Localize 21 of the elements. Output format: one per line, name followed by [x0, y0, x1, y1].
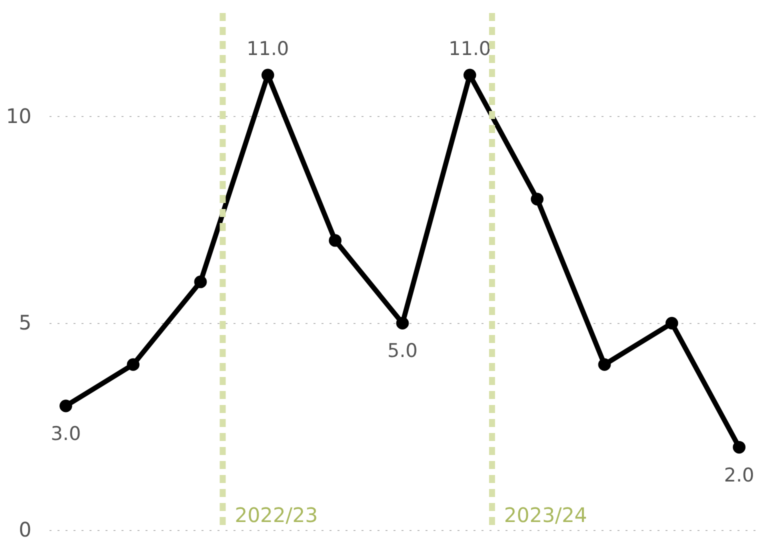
point [194, 276, 207, 288]
point [262, 68, 274, 82]
y-tick-label: 5 [18, 310, 32, 335]
data-label: 2.0 [724, 464, 754, 486]
y-tick-label: 10 [6, 104, 32, 128]
data-label: 11.0 [448, 38, 491, 60]
data-label: 3.0 [50, 422, 81, 445]
point [464, 68, 476, 82]
y-tick-label: 0 [18, 518, 32, 542]
data-label: 11.0 [246, 38, 289, 60]
point [60, 400, 72, 412]
data-label: 5.0 [387, 340, 418, 362]
annotation: 2023/24 [504, 503, 588, 527]
point [328, 234, 342, 247]
point [530, 192, 544, 206]
point [666, 316, 678, 330]
annotation: 2022/23 [234, 503, 318, 527]
point [396, 316, 409, 330]
point [598, 358, 611, 371]
point [732, 440, 746, 454]
point [126, 358, 140, 371]
